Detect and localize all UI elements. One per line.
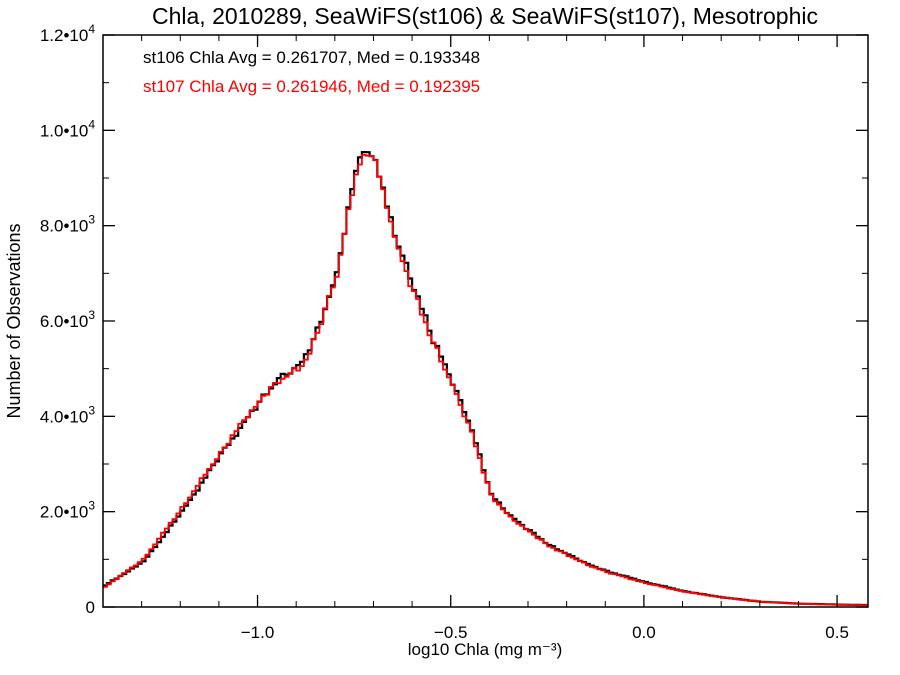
y-tick-label: 2.0•103	[40, 499, 96, 522]
y-tick-label: 0	[86, 598, 95, 617]
x-tick-label: −1.0	[241, 623, 275, 642]
y-tick-label: 6.0•103	[40, 308, 96, 331]
annotation-st106: st106 Chla Avg = 0.261707, Med = 0.19334…	[143, 48, 480, 67]
x-axis-label: log10 Chla (mg m⁻³)	[408, 640, 562, 659]
chart-title: Chla, 2010289, SeaWiFS(st106) & SeaWiFS(…	[152, 3, 818, 29]
x-axis-ticks	[102, 35, 838, 607]
x-tick-label: −0.5	[434, 623, 468, 642]
y-axis-ticks	[103, 34, 868, 608]
plot-frame	[102, 34, 869, 608]
annotation-st107: st107 Chla Avg = 0.261946, Med = 0.19239…	[143, 77, 480, 96]
y-tick-label: 8.0•103	[40, 213, 96, 236]
y-axis-tick-labels: 0 2.0•103 4.0•103 6.0•103 8.0•103 1.0•104 1.2•…	[40, 22, 96, 617]
y-axis-label: Number of Observations	[4, 223, 24, 418]
y-tick-label: 1.2•104	[40, 22, 96, 45]
series-st106-line	[103, 151, 868, 607]
y-tick-label: 1.0•104	[40, 117, 96, 140]
y-tick-label: 4.0•103	[40, 403, 96, 426]
x-tick-label: 0.5	[825, 623, 849, 642]
series-layer	[103, 151, 868, 607]
x-axis-tick-labels: −1.0 −0.5 0.0 0.5	[241, 623, 849, 642]
series-st107-line	[103, 154, 868, 606]
x-tick-label: 0.0	[632, 623, 656, 642]
